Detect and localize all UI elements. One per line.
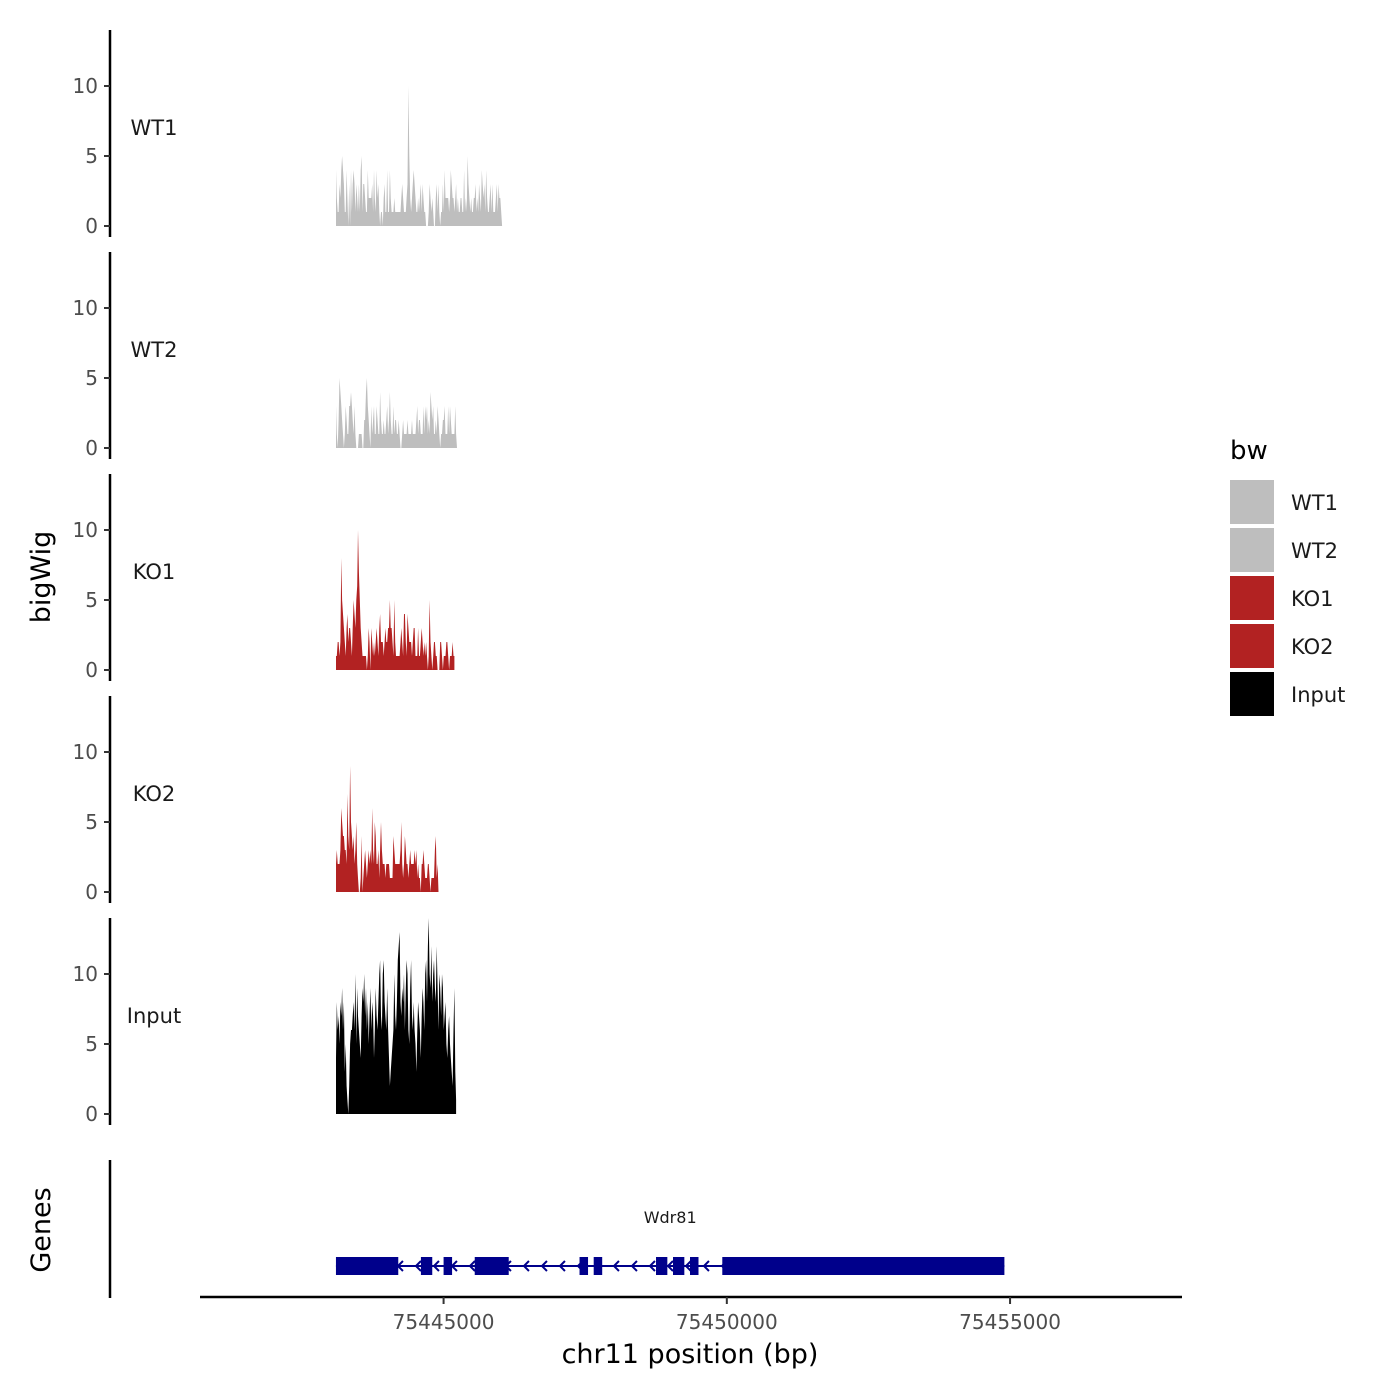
coverage-area-ko1 [336, 530, 455, 670]
track-label: WT1 [131, 116, 178, 140]
y-tick-label: 10 [73, 518, 98, 542]
legend-key-wt1 [1230, 480, 1274, 524]
genes-axis-title: Genes [26, 1187, 57, 1272]
y-axis-title: bigWig [26, 531, 57, 624]
x-axis-title: chr11 position (bp) [562, 1339, 819, 1370]
legend-key-input [1230, 672, 1274, 716]
gene-exon [443, 1257, 453, 1275]
y-tick-label: 10 [73, 740, 98, 764]
y-tick-label: 0 [85, 1102, 98, 1126]
strand-arrow [702, 1260, 710, 1272]
legend-label: Input [1291, 683, 1345, 707]
y-tick-label: 0 [85, 436, 98, 460]
strand-arrow [432, 1260, 440, 1272]
y-tick-label: 10 [73, 296, 98, 320]
gene-exon [690, 1257, 699, 1275]
strand-arrow [612, 1260, 620, 1272]
strand-arrow [522, 1260, 530, 1272]
legend: bw WT1 WT2 KO1 KO2 Input [1230, 436, 1345, 716]
track-ko2: 0 5 10 KO2 [73, 696, 439, 904]
gene-exon [673, 1257, 685, 1275]
gene-exon [656, 1257, 668, 1275]
legend-key-ko1 [1230, 576, 1274, 620]
strand-arrow [558, 1260, 566, 1272]
legend-label: KO1 [1291, 587, 1334, 611]
coverage-area-ko2 [336, 766, 439, 892]
legend-label: WT1 [1291, 491, 1338, 515]
coverage-area-wt2 [336, 378, 457, 448]
track-label: WT2 [131, 338, 178, 362]
track-label: KO2 [133, 782, 176, 806]
gene-name-label: Wdr81 [644, 1208, 697, 1227]
y-tick-label: 10 [73, 962, 98, 986]
track-wt1: 0 5 10 WT1 [73, 30, 503, 238]
y-tick-label: 0 [85, 658, 98, 682]
y-tick-label: 0 [85, 214, 98, 238]
legend-label: KO2 [1291, 635, 1334, 659]
legend-title: bw [1230, 436, 1268, 466]
y-tick-label: 5 [85, 588, 98, 612]
gene-exon [722, 1257, 1005, 1275]
legend-key-wt2 [1230, 528, 1274, 572]
legend-key-ko2 [1230, 624, 1274, 668]
x-tick-label: 75445000 [393, 1310, 495, 1334]
track-ko1: 0 5 10 KO1 [73, 474, 455, 682]
track-input: 0 5 10 Input [73, 918, 457, 1126]
strand-arrow [684, 1260, 692, 1272]
y-tick-label: 5 [85, 366, 98, 390]
strand-arrow [540, 1260, 548, 1272]
x-tick-label: 75455000 [959, 1310, 1061, 1334]
gene-exon [420, 1257, 433, 1275]
legend-label: WT2 [1291, 539, 1338, 563]
x-axis: 75445000 75450000 75455000 [200, 1295, 1182, 1334]
y-tick-label: 5 [85, 810, 98, 834]
strand-arrow [468, 1260, 476, 1272]
coverage-area-input [336, 918, 457, 1114]
gene-exon [579, 1257, 589, 1275]
gene-exon [474, 1257, 509, 1275]
strand-arrow [414, 1260, 422, 1272]
gene-exon [335, 1257, 399, 1275]
strand-arrow [630, 1260, 638, 1272]
track-wt2: 0 5 10 WT2 [73, 252, 457, 460]
coverage-area-wt1 [336, 86, 503, 226]
y-tick-label: 5 [85, 1032, 98, 1056]
strand-arrow [648, 1260, 656, 1272]
y-tick-label: 5 [85, 144, 98, 168]
y-tick-label: 10 [73, 74, 98, 98]
y-tick-label: 0 [85, 880, 98, 904]
strand-arrow [666, 1260, 674, 1272]
x-tick-label: 75450000 [676, 1310, 778, 1334]
gene-panel: Wdr81 [108, 1160, 1005, 1298]
track-label: Input [127, 1004, 181, 1028]
track-label: KO1 [133, 560, 176, 584]
coverage-tracks: 0 5 10 WT1 0 5 10 WT2 0 5 10 KO1 0 5 10 KO2 0 5 10 Input [73, 30, 503, 1126]
gene-exon [593, 1257, 603, 1275]
